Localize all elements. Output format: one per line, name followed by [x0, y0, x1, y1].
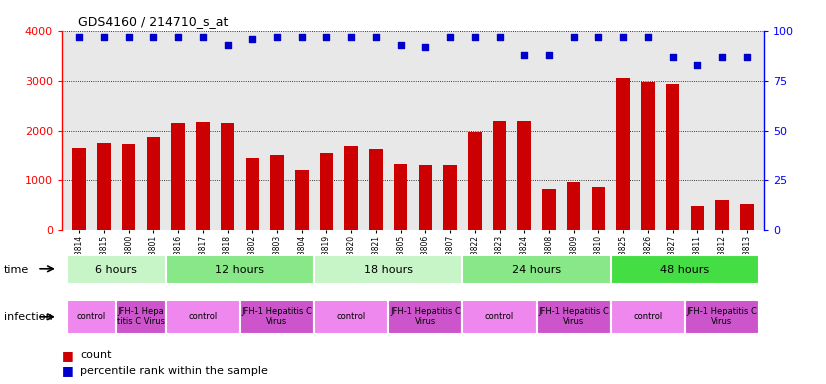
Bar: [463, 300, 537, 334]
Bar: [147, 137, 160, 230]
Bar: [314, 255, 463, 285]
Point: [419, 44, 432, 50]
Text: control: control: [485, 312, 514, 321]
Bar: [97, 143, 111, 230]
Point: [468, 34, 482, 40]
Point: [493, 34, 506, 40]
Bar: [394, 164, 407, 230]
Point: [691, 61, 704, 68]
Point: [567, 34, 581, 40]
Point: [591, 34, 605, 40]
Text: JFH-1 Hepatitis C
Virus: JFH-1 Hepatitis C Virus: [241, 307, 312, 326]
Bar: [641, 82, 655, 230]
Point: [444, 34, 457, 40]
Point: [73, 34, 86, 40]
Text: 18 hours: 18 hours: [363, 265, 413, 275]
Text: 48 hours: 48 hours: [660, 265, 710, 275]
Bar: [666, 84, 679, 230]
Point: [518, 51, 531, 58]
Text: JFH-1 Hepatitis C
Virus: JFH-1 Hepatitis C Virus: [686, 307, 757, 326]
Bar: [517, 121, 531, 230]
Bar: [610, 300, 685, 334]
Text: 24 hours: 24 hours: [512, 265, 561, 275]
Bar: [591, 187, 605, 230]
Point: [715, 54, 729, 60]
Bar: [240, 300, 314, 334]
Text: JFH-1 Hepatitis C
Virus: JFH-1 Hepatitis C Virus: [539, 307, 609, 326]
Bar: [73, 148, 86, 230]
Text: JFH-1 Hepatitis C
Virus: JFH-1 Hepatitis C Virus: [390, 307, 461, 326]
Bar: [166, 300, 240, 334]
Text: ■: ■: [62, 364, 74, 377]
Text: count: count: [80, 350, 112, 360]
Bar: [537, 300, 610, 334]
Bar: [270, 154, 284, 230]
Point: [122, 34, 135, 40]
Point: [295, 34, 308, 40]
Bar: [166, 255, 314, 285]
Bar: [419, 165, 432, 230]
Bar: [691, 207, 704, 230]
Bar: [221, 122, 235, 230]
Point: [172, 34, 185, 40]
Point: [543, 51, 556, 58]
Text: control: control: [188, 312, 217, 321]
Point: [97, 34, 111, 40]
Bar: [67, 255, 166, 285]
Point: [369, 34, 382, 40]
Bar: [463, 255, 610, 285]
Text: 12 hours: 12 hours: [216, 265, 264, 275]
Text: 6 hours: 6 hours: [95, 265, 137, 275]
Text: percentile rank within the sample: percentile rank within the sample: [80, 366, 268, 376]
Bar: [616, 78, 630, 230]
Bar: [740, 204, 753, 230]
Point: [197, 34, 210, 40]
Text: GDS4160 / 214710_s_at: GDS4160 / 214710_s_at: [78, 15, 229, 28]
Bar: [171, 123, 185, 230]
Bar: [245, 157, 259, 230]
Bar: [67, 300, 116, 334]
Text: time: time: [4, 265, 30, 275]
Bar: [320, 152, 333, 230]
Point: [666, 54, 679, 60]
Text: ■: ■: [62, 349, 74, 362]
Bar: [295, 170, 309, 230]
Point: [147, 34, 160, 40]
Bar: [196, 122, 210, 230]
Point: [344, 34, 358, 40]
Bar: [685, 300, 759, 334]
Bar: [715, 200, 729, 230]
Point: [320, 34, 333, 40]
Bar: [468, 132, 482, 230]
Point: [740, 54, 753, 60]
Point: [270, 34, 283, 40]
Text: JFH-1 Hepa
titis C Virus: JFH-1 Hepa titis C Virus: [117, 307, 165, 326]
Bar: [388, 300, 463, 334]
Bar: [344, 146, 358, 230]
Point: [245, 36, 259, 42]
Point: [616, 34, 629, 40]
Text: control: control: [336, 312, 366, 321]
Bar: [542, 189, 556, 230]
Bar: [493, 121, 506, 230]
Point: [394, 41, 407, 48]
Bar: [567, 182, 581, 230]
Bar: [369, 149, 382, 230]
Point: [221, 41, 235, 48]
Bar: [610, 255, 759, 285]
Bar: [444, 165, 457, 230]
Text: control: control: [77, 312, 107, 321]
Bar: [314, 300, 388, 334]
Text: control: control: [634, 312, 662, 321]
Text: infection: infection: [4, 312, 53, 322]
Point: [641, 34, 654, 40]
Bar: [116, 300, 166, 334]
Bar: [122, 144, 135, 230]
